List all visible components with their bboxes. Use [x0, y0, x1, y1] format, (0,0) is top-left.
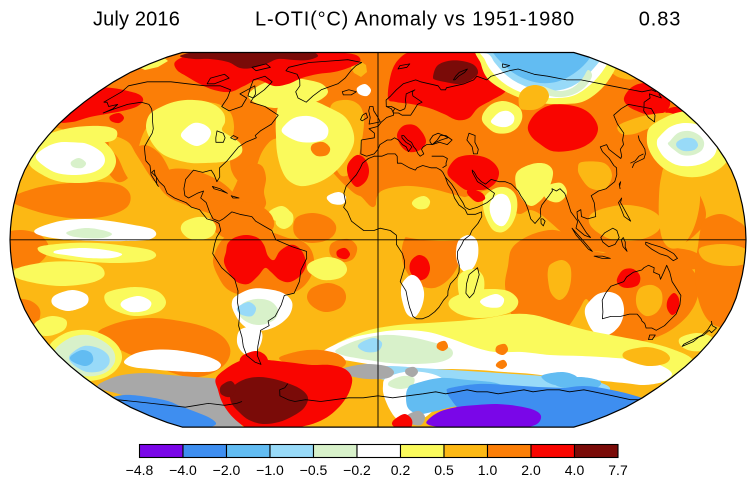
- svg-text:−4.0: −4.0: [169, 462, 197, 478]
- svg-text:July 2016: July 2016: [93, 9, 180, 31]
- svg-text:0.83: 0.83: [639, 9, 682, 31]
- svg-text:0.5: 0.5: [434, 462, 454, 478]
- svg-text:−0.5: −0.5: [300, 462, 328, 478]
- svg-text:2.0: 2.0: [521, 462, 541, 478]
- svg-text:−4.8: −4.8: [126, 462, 154, 478]
- svg-text:−1.0: −1.0: [256, 462, 284, 478]
- svg-text:1.0: 1.0: [478, 462, 498, 478]
- svg-text:7.7: 7.7: [608, 462, 628, 478]
- svg-text:L-OTI(°C) Anomaly vs 1951-1980: L-OTI(°C) Anomaly vs 1951-1980: [255, 9, 575, 31]
- svg-text:−0.2: −0.2: [343, 462, 371, 478]
- svg-text:−2.0: −2.0: [213, 462, 241, 478]
- svg-text:4.0: 4.0: [565, 462, 585, 478]
- svg-text:0.2: 0.2: [391, 462, 411, 478]
